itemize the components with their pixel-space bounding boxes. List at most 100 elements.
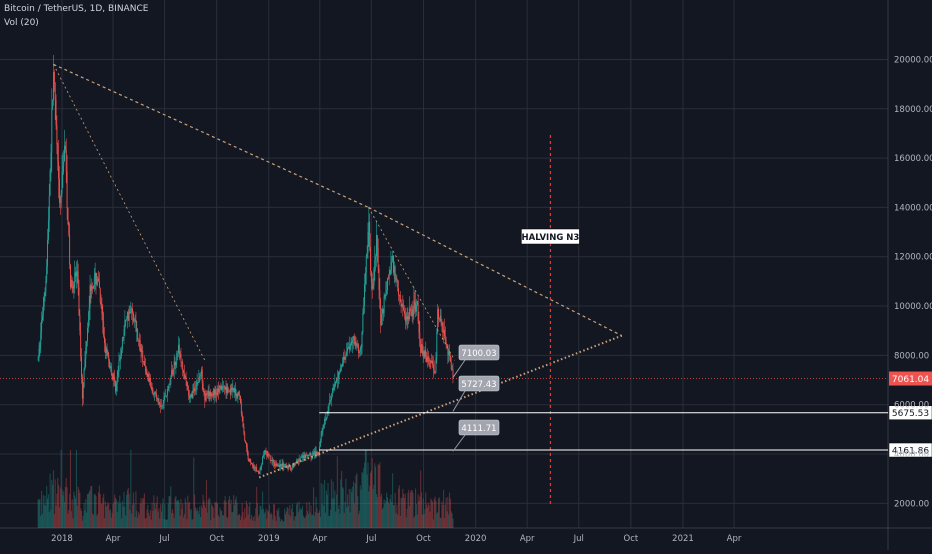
y-tick-label: 16000.00: [894, 154, 932, 164]
candle-body: [310, 453, 312, 458]
volume-bar: [42, 495, 44, 528]
candle-body: [300, 457, 302, 459]
candle-body: [449, 355, 451, 363]
volume-bar: [233, 505, 236, 528]
volume-bar: [52, 470, 55, 528]
candle-body: [143, 361, 145, 363]
candle-body: [411, 311, 413, 317]
candle-body: [449, 351, 451, 356]
candle-body: [169, 383, 171, 385]
volume-bar: [39, 498, 41, 528]
volume-bar: [358, 510, 361, 528]
candle-body: [302, 455, 304, 459]
volume-bar: [286, 506, 288, 528]
volume-bar: [390, 494, 392, 528]
candle-body: [355, 341, 357, 346]
candle-body: [448, 351, 450, 355]
volume-bar: [215, 502, 217, 528]
volume-bar: [205, 479, 208, 528]
candle-body: [182, 361, 184, 371]
candle-body: [314, 451, 316, 455]
volume-bar: [320, 483, 322, 528]
volume-bar: [224, 496, 226, 528]
candle-body: [219, 385, 221, 387]
candle-body: [331, 392, 333, 397]
volume-bar: [220, 510, 222, 528]
candle-body: [283, 466, 285, 468]
volume-bar: [244, 508, 246, 528]
volume-bar: [318, 510, 321, 528]
volume-bar: [179, 515, 181, 528]
candle-body: [127, 311, 129, 321]
volume-bar: [274, 516, 276, 528]
support-level-badge: [888, 405, 932, 420]
candle-body: [145, 366, 147, 372]
candle-body: [247, 452, 249, 460]
volume-bar: [326, 494, 328, 528]
candle-body: [270, 459, 272, 461]
candle-body: [193, 387, 195, 391]
volume-bar: [448, 514, 450, 528]
candle-body: [350, 341, 352, 347]
volume-bar: [271, 514, 273, 528]
candle-body: [107, 352, 109, 356]
candle-body: [276, 464, 278, 467]
volume-bar: [124, 506, 126, 528]
candle-body: [115, 381, 116, 392]
volume-bar: [161, 503, 163, 528]
last-price-value: 7061.04: [892, 375, 929, 385]
candle-body: [125, 319, 127, 321]
candle-body: [41, 320, 43, 333]
candle-body: [132, 313, 134, 322]
candle-body: [67, 208, 69, 225]
volume-bar: [189, 510, 191, 528]
candle-body: [263, 452, 265, 456]
callout-box: [458, 375, 500, 392]
candle-body: [94, 273, 96, 277]
volume-bar: [301, 505, 304, 528]
candle-body: [106, 348, 108, 353]
candle-body: [351, 341, 353, 343]
candle-body: [236, 393, 238, 397]
candle-body: [258, 472, 260, 474]
volume-bar: [445, 497, 447, 528]
candle-body: [442, 325, 444, 333]
volume-bar: [300, 508, 302, 528]
x-tick-label: 2021: [672, 534, 694, 544]
candle-body: [229, 390, 231, 395]
volume-bar: [72, 518, 74, 528]
volume-bar: [112, 503, 114, 528]
volume-bar: [241, 503, 243, 528]
candle-body: [383, 296, 385, 314]
candle-body: [452, 368, 454, 379]
volume-bar: [389, 499, 391, 528]
candle-body: [199, 375, 201, 379]
volume-bar: [246, 504, 248, 528]
candle-body: [113, 377, 115, 380]
volume-bar: [219, 507, 221, 528]
volume-bar: [80, 508, 82, 528]
candle-body: [339, 370, 341, 373]
volume-bar: [415, 488, 417, 528]
volume-bar: [75, 450, 77, 528]
volume-bar: [338, 505, 340, 528]
volume-bar: [409, 492, 412, 528]
y-tick-label: 20000.00: [894, 55, 932, 65]
candle-body: [201, 369, 203, 384]
candle-body: [40, 332, 42, 345]
candle-body: [45, 280, 47, 293]
candle-body: [132, 308, 133, 314]
volume-bar: [336, 456, 338, 528]
volume-bar: [395, 512, 397, 528]
volume-bar: [387, 501, 389, 528]
volume-bar: [443, 517, 446, 528]
candle-body: [93, 276, 95, 286]
volume-bar: [408, 489, 410, 528]
volume-bar: [150, 519, 152, 528]
volume-bar: [93, 494, 95, 528]
volume-bar: [285, 511, 287, 528]
candle-body: [111, 374, 113, 375]
volume-bar: [433, 498, 435, 528]
